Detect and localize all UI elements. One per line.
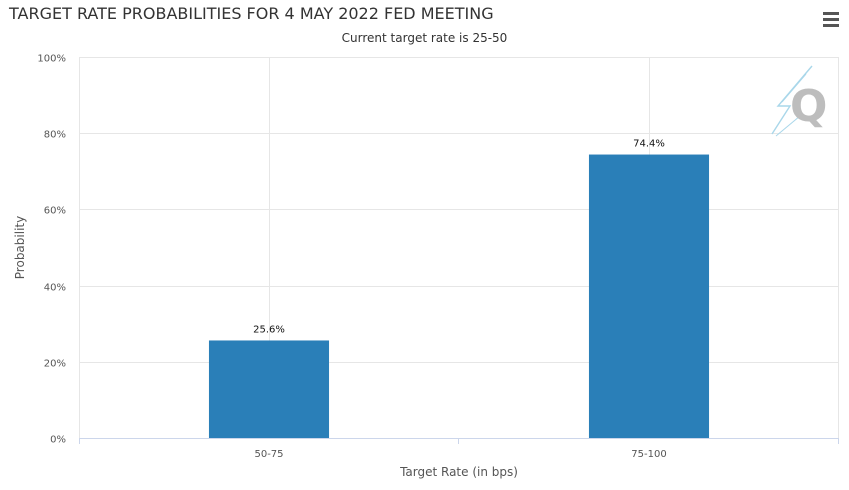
- chart-subtitle: Current target rate is 25-50: [341, 31, 508, 45]
- bar-75-100[interactable]: [588, 154, 710, 438]
- grid-layer: [79, 57, 839, 438]
- y-tick-label: 100%: [37, 54, 66, 65]
- x-tick-label: 50-75: [254, 449, 283, 460]
- x-tick-label: 75-100: [631, 449, 666, 460]
- labels-layer: 0% 20% 40% 60% 80% 100% 25.6% 50-75 74.4% 75-100 T…: [13, 54, 667, 480]
- y-tick-label: 40%: [44, 283, 66, 294]
- y-tick-label: 60%: [44, 206, 66, 217]
- q-logo-watermark-icon: Q: [771, 65, 827, 137]
- chart-title: TARGET RATE PROBABILITIES FOR 4 MAY 2022…: [9, 4, 494, 23]
- y-axis-title: Probability: [13, 216, 27, 279]
- menu-line-top: [823, 12, 839, 15]
- watermark-letter: Q: [790, 81, 827, 132]
- bar-50-75[interactable]: [208, 340, 330, 438]
- axis-layer: [79, 438, 839, 444]
- bar-data-label: 25.6%: [253, 324, 285, 335]
- hamburger-menu-icon[interactable]: [820, 10, 842, 28]
- menu-line-bottom: [823, 24, 839, 27]
- bar-data-label: 74.4%: [633, 139, 665, 150]
- menu-line-middle: [823, 18, 839, 21]
- y-tick-label: 80%: [44, 130, 66, 141]
- bars-layer: [208, 154, 710, 438]
- x-axis-title: Target Rate (in bps): [399, 465, 518, 479]
- y-tick-label: 0%: [50, 435, 66, 446]
- y-tick-label: 20%: [44, 359, 66, 370]
